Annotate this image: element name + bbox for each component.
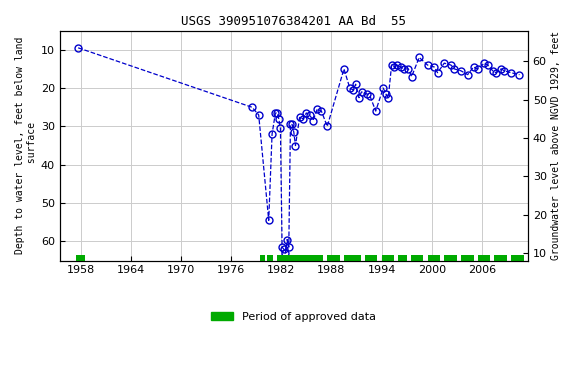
Title: USGS 390951076384201 AA Bd  55: USGS 390951076384201 AA Bd 55 [181,15,406,28]
Y-axis label: Groundwater level above NGVD 1929, feet: Groundwater level above NGVD 1929, feet [551,31,561,260]
Legend: Period of approved data: Period of approved data [207,308,381,326]
Y-axis label: Depth to water level, feet below land
 surface: Depth to water level, feet below land su… [15,37,37,254]
